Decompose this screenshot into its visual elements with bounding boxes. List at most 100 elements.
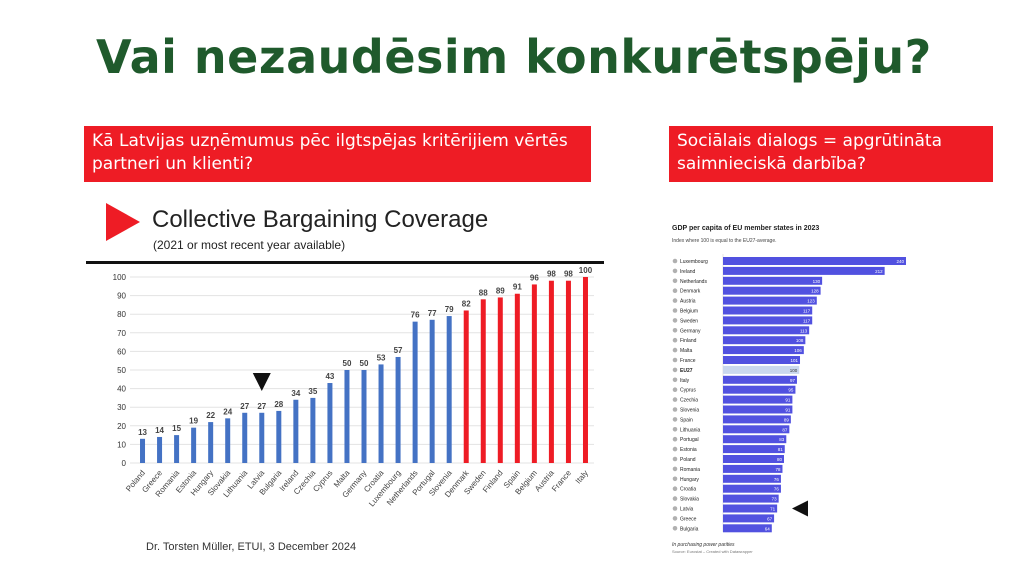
flag-icon xyxy=(672,407,678,412)
cb-value-label: 35 xyxy=(308,387,317,396)
latvia-arrow-icon xyxy=(792,500,808,517)
cb-chart-title: Collective Bargaining Coverage xyxy=(152,206,489,233)
cb-bar xyxy=(429,319,435,463)
flag-icon xyxy=(672,318,678,323)
cb-bar xyxy=(497,297,503,463)
gdp-value-label: 113 xyxy=(800,328,808,333)
flag-icon xyxy=(672,476,678,482)
cb-category-label: France xyxy=(550,468,573,493)
gdp-country-label: Germany xyxy=(680,328,701,334)
gdp-value-label: 78 xyxy=(775,467,781,472)
gdp-bar xyxy=(723,425,790,434)
cb-bar xyxy=(174,435,180,463)
gdp-country-label: Denmark xyxy=(680,289,701,295)
cb-value-label: 98 xyxy=(564,270,573,279)
gdp-value-label: 91 xyxy=(785,408,791,413)
gdp-country-label: France xyxy=(680,358,696,364)
cb-value-label: 50 xyxy=(343,359,352,368)
flag-icon xyxy=(672,496,678,501)
flag-icon xyxy=(672,278,678,284)
cb-value-label: 82 xyxy=(462,299,471,308)
gdp-country-label: Austria xyxy=(680,299,696,305)
gdp-country-label: Netherlands xyxy=(680,279,707,285)
cb-ytick-label: 20 xyxy=(117,422,126,431)
gdp-value-label: 76 xyxy=(774,477,780,482)
gdp-value-label: 240 xyxy=(896,259,904,264)
flag-icon xyxy=(672,298,678,303)
gdp-value-label: 128 xyxy=(811,289,819,294)
flag-icon xyxy=(672,387,678,392)
gdp-bar xyxy=(723,445,785,454)
cb-ytick-label: 40 xyxy=(117,385,126,394)
flag-icon xyxy=(672,436,678,442)
cb-value-label: 100 xyxy=(579,266,593,275)
cb-bar xyxy=(531,284,537,463)
gdp-country-label: Lithuania xyxy=(680,427,701,433)
gdp-bar xyxy=(723,356,801,364)
cb-bar xyxy=(310,397,316,463)
gdp-bar xyxy=(723,306,813,315)
cb-value-label: 24 xyxy=(223,407,232,416)
flag-icon xyxy=(672,486,678,491)
gdp-bar xyxy=(723,316,813,325)
gdp-value-label: 106 xyxy=(794,348,802,353)
gdp-value-label: 76 xyxy=(774,487,780,492)
gdp-value-label: 89 xyxy=(784,417,790,422)
cb-value-label: 27 xyxy=(257,402,266,411)
gdp-bar xyxy=(723,435,787,444)
gdp-country-label: Italy xyxy=(680,378,690,384)
gdp-value-label: 212 xyxy=(875,269,883,274)
cb-bar xyxy=(259,412,265,463)
gdp-country-label: Hungary xyxy=(680,477,699,483)
gdp-bar xyxy=(723,365,800,374)
flag-icon xyxy=(672,288,678,293)
cb-bar xyxy=(344,370,350,463)
cb-ytick-label: 100 xyxy=(113,273,127,282)
cb-ytick-label: 80 xyxy=(117,310,126,319)
cb-ytick-label: 70 xyxy=(117,329,126,338)
cb-bar xyxy=(191,427,197,463)
gdp-value-label: 97 xyxy=(790,378,796,383)
gdp-country-label: Malta xyxy=(680,348,692,354)
flag-icon xyxy=(672,506,678,511)
cb-bar xyxy=(276,410,282,463)
cb-bar xyxy=(293,399,299,463)
gdp-bar xyxy=(723,266,885,275)
gdp-bar xyxy=(723,286,821,295)
flag-icon xyxy=(672,337,678,343)
gdp-bar xyxy=(723,385,796,394)
cb-bar xyxy=(582,277,588,463)
flag-icon xyxy=(672,526,678,531)
gdp-country-label: Romania xyxy=(680,467,700,473)
cb-ytick-label: 50 xyxy=(117,366,126,375)
flag-icon xyxy=(672,516,678,521)
gdp-chart-title: GDP per capita of EU member states in 20… xyxy=(672,225,820,232)
cb-bar xyxy=(480,299,486,463)
cb-bar xyxy=(378,364,384,463)
gdp-bar xyxy=(723,257,906,265)
gdp-bar xyxy=(723,455,784,463)
flag-icon xyxy=(672,268,678,274)
cb-bar xyxy=(157,436,163,463)
gdp-value-label: 81 xyxy=(778,447,784,452)
gdp-bar xyxy=(723,375,797,384)
slide-title: Vai nezaudēsim konkurētspēju? xyxy=(96,30,932,84)
flag-icon xyxy=(672,308,678,313)
question-left: Kā Latvijas uzņēmumus pēc ilgtspējas kri… xyxy=(84,126,591,182)
cb-value-label: 34 xyxy=(291,389,300,398)
gdp-bar xyxy=(723,296,817,305)
gdp-value-label: 87 xyxy=(782,427,788,432)
gdp-country-label: Cyprus xyxy=(680,388,696,394)
gdp-value-label: 123 xyxy=(807,299,815,304)
gdp-value-label: 91 xyxy=(785,398,791,403)
gdp-bar xyxy=(723,395,793,404)
gdp-country-label: Ireland xyxy=(680,269,696,275)
gdp-country-label: Finland xyxy=(680,338,697,344)
flag-icon xyxy=(672,417,678,422)
latvia-marker-icon xyxy=(252,373,271,391)
cb-value-label: 57 xyxy=(394,346,403,355)
cb-bar xyxy=(361,370,367,463)
cb-value-label: 50 xyxy=(360,359,369,368)
cb-value-label: 98 xyxy=(547,270,556,279)
gdp-country-label: EU27 xyxy=(680,368,693,374)
